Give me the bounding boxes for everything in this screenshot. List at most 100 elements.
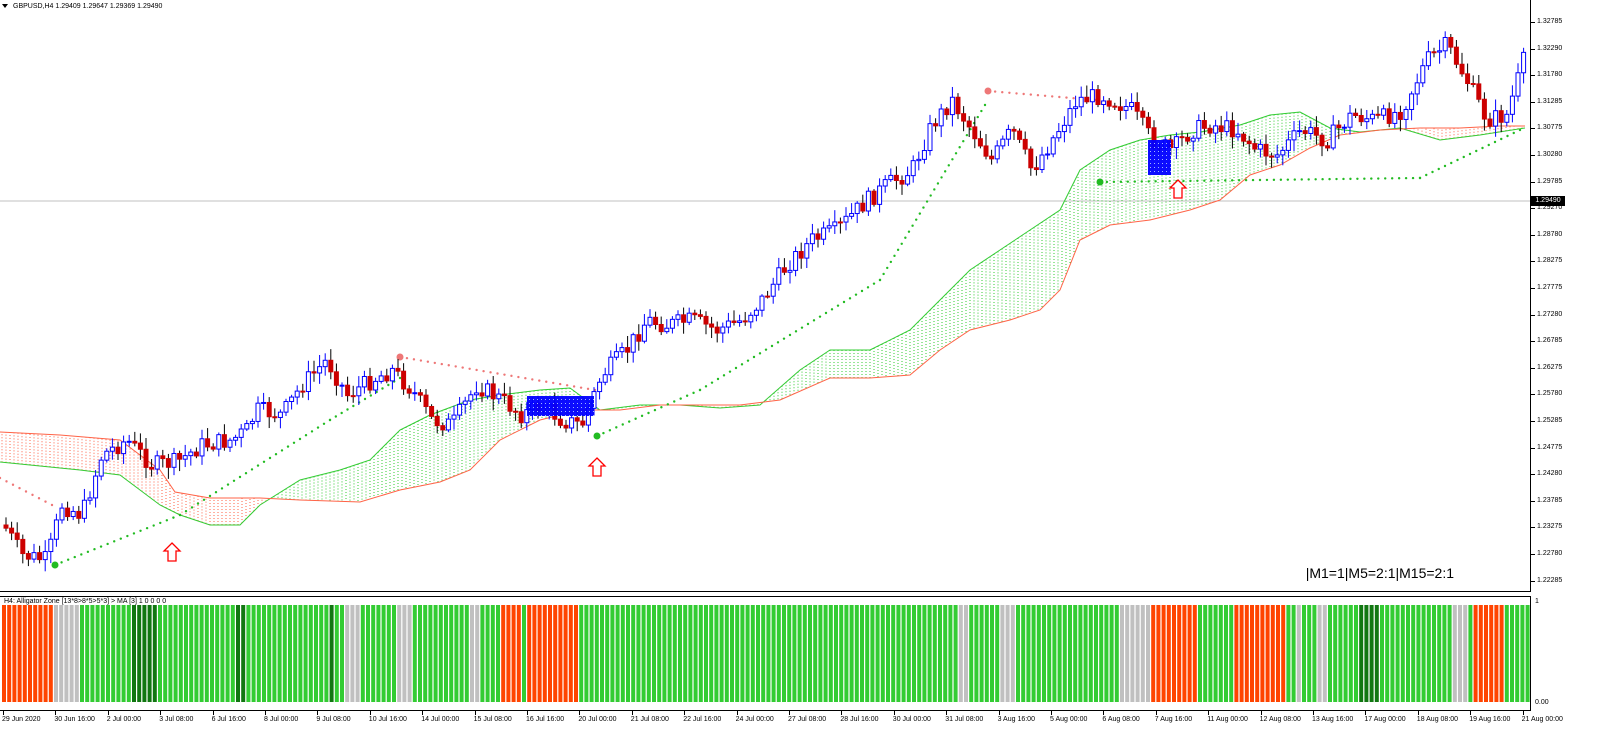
histogram-bar: [1343, 605, 1348, 702]
candle: [625, 347, 631, 353]
histogram-bar: [678, 605, 682, 702]
histogram-bar: [1068, 605, 1072, 702]
candle: [608, 356, 614, 376]
histogram-bar: [1057, 605, 1062, 702]
candle: [653, 316, 659, 325]
histogram-bar: [199, 605, 204, 702]
candle: [1280, 149, 1286, 156]
candle: [440, 425, 446, 431]
dropdown-triangle-icon[interactable]: [2, 4, 8, 8]
candle: [244, 423, 250, 430]
candle: [1129, 102, 1135, 107]
candle: [597, 381, 603, 393]
price-label: 1.26785: [1537, 337, 1563, 345]
histogram-bar: [1354, 605, 1358, 702]
histogram-bar: [605, 605, 610, 702]
time-tick: [736, 711, 738, 715]
time-label: 6 Jul 16:00: [211, 716, 246, 723]
histogram-bar: [600, 605, 604, 702]
candle: [457, 403, 463, 416]
histogram-bar: [1099, 605, 1104, 702]
histogram-bar: [308, 605, 313, 702]
candle: [48, 538, 54, 553]
time-tick: [1103, 711, 1105, 715]
indicator-subwindow[interactable]: H4: Alligator Zone [13*8>8*5>5*3] > MA […: [0, 596, 1531, 711]
histogram-bar: [506, 605, 511, 702]
histogram-bar: [116, 605, 121, 702]
price-label: 1.32290: [1537, 44, 1563, 52]
candle: [1313, 127, 1319, 136]
price-label: 1.32785: [1537, 18, 1563, 25]
histogram-bar: [1281, 605, 1286, 702]
time-tick: [1470, 711, 1472, 715]
candle: [350, 395, 356, 398]
histogram-bar: [80, 605, 84, 702]
candle: [1448, 36, 1454, 48]
histogram-bar: [516, 605, 521, 702]
histogram-bar: [823, 605, 828, 702]
histogram-bar: [646, 605, 651, 702]
candle: [1459, 63, 1465, 75]
candle: [893, 174, 899, 182]
candle: [821, 227, 827, 240]
histogram-bar: [345, 605, 350, 702]
bear-dotted-line: [0, 476, 54, 507]
histogram-bar: [1229, 605, 1234, 702]
histogram-bar: [792, 605, 797, 702]
candle: [994, 145, 1000, 160]
histogram-bar: [1265, 605, 1270, 702]
time-label: 20 Jul 00:00: [578, 716, 617, 723]
time-label: 30 Jul 00:00: [892, 716, 931, 723]
candle: [1000, 138, 1006, 147]
candle: [221, 434, 227, 448]
histogram-bar: [100, 605, 105, 702]
histogram-bar: [1426, 605, 1431, 702]
time-tick: [107, 711, 109, 715]
histogram-bar: [324, 605, 329, 702]
time-label: 3 Jul 08:00: [159, 716, 194, 723]
histogram-bar: [496, 605, 500, 702]
candle: [406, 388, 412, 394]
histogram-bar: [366, 605, 370, 702]
candle: [1509, 95, 1515, 115]
candle: [877, 185, 883, 205]
histogram-bar: [1348, 605, 1353, 702]
candle: [563, 424, 569, 429]
histogram-bar: [241, 605, 246, 702]
main-chart-area[interactable]: GBPUSD,H4 1.29409 1.29647 1.29369 1.2949…: [0, 0, 1531, 592]
histogram-bar: [813, 605, 818, 702]
histogram-bar: [95, 605, 100, 702]
candle: [977, 138, 983, 147]
histogram-bar: [662, 605, 667, 702]
candle: [518, 411, 524, 424]
histogram-bar: [28, 605, 32, 702]
histogram-bar: [797, 605, 802, 702]
price-axis[interactable]: 1.32785 1.32290 1.31780 1.31285 1.30775 1.302…: [1531, 0, 1600, 710]
time-axis[interactable]: 29 Jun 2020 30 Jun 16:00 2 Jul 00:00 3 Jul …: [0, 711, 1563, 744]
candle: [1201, 120, 1207, 129]
price-label: 1.27775: [1537, 284, 1563, 291]
price-label: 1.25285: [1537, 417, 1563, 424]
price-label: 1.30775: [1537, 124, 1563, 132]
histogram-bar: [1510, 605, 1514, 702]
candle: [720, 326, 726, 334]
bull-dotted-line: [698, 278, 882, 392]
candle: [216, 434, 222, 450]
candle: [1381, 108, 1387, 116]
histogram-bar: [236, 605, 240, 702]
histogram-bar: [1166, 605, 1171, 702]
histogram-bar: [584, 605, 589, 702]
histogram-bar: [371, 605, 376, 702]
histogram-bar: [1416, 605, 1421, 702]
candle: [115, 446, 121, 455]
candle: [815, 233, 821, 240]
histogram-bar: [1322, 605, 1327, 702]
candle: [384, 375, 390, 382]
histogram-bar: [938, 605, 942, 702]
candle: [1246, 140, 1252, 145]
time-tick: [1313, 711, 1314, 715]
histogram-bar: [1504, 605, 1509, 702]
histogram-bar: [381, 605, 386, 702]
time-tick: [789, 711, 790, 715]
